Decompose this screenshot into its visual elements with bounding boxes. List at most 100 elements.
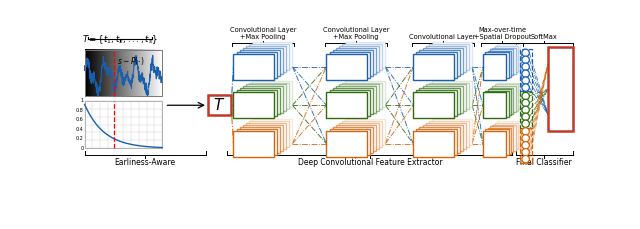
Bar	[237, 129, 277, 155]
Bar	[490, 49, 513, 75]
Bar	[345, 119, 385, 145]
Bar	[330, 52, 370, 78]
Bar	[426, 85, 466, 111]
Bar	[417, 52, 457, 78]
Circle shape	[522, 128, 529, 135]
Bar	[419, 127, 460, 153]
Bar	[252, 81, 292, 107]
Bar	[485, 52, 509, 78]
Text: SoftMax: SoftMax	[531, 34, 557, 40]
Bar	[237, 52, 277, 78]
Bar	[520, 128, 532, 163]
Bar	[246, 46, 286, 72]
Bar	[495, 85, 518, 111]
Bar	[492, 125, 516, 151]
Bar	[426, 123, 466, 149]
Text: Convolutional Layer: Convolutional Layer	[410, 34, 476, 40]
Bar	[243, 86, 283, 113]
Bar	[417, 90, 457, 116]
Text: Max-over-time
+Spatial Dropout: Max-over-time +Spatial Dropout	[474, 27, 531, 40]
Text: 0.4: 0.4	[76, 127, 83, 132]
Bar	[234, 131, 274, 157]
Bar	[84, 101, 162, 148]
Circle shape	[522, 77, 529, 84]
Bar	[495, 46, 518, 72]
Bar	[342, 121, 382, 147]
Text: Earliness-Aware: Earliness-Aware	[115, 158, 175, 167]
Bar	[488, 51, 511, 77]
Bar	[422, 125, 463, 151]
Text: 0.6: 0.6	[76, 117, 83, 122]
Text: Convolutional Layer
+Max Pooling: Convolutional Layer +Max Pooling	[323, 27, 389, 40]
Bar	[485, 91, 509, 117]
Bar	[432, 119, 472, 145]
Bar	[417, 129, 457, 155]
Bar	[342, 82, 382, 109]
Bar	[326, 131, 367, 157]
Bar	[239, 127, 280, 153]
Bar	[246, 123, 286, 149]
Bar	[84, 50, 162, 96]
Bar	[243, 125, 283, 151]
Bar	[330, 90, 370, 116]
Circle shape	[522, 92, 529, 100]
Bar	[249, 82, 289, 109]
Bar	[339, 46, 379, 72]
Text: 0.2: 0.2	[76, 136, 83, 141]
Bar	[419, 88, 460, 114]
Bar	[488, 128, 511, 154]
Bar	[252, 42, 292, 68]
Bar	[326, 92, 367, 118]
Bar	[483, 54, 506, 80]
Text: 1: 1	[81, 98, 83, 103]
Bar	[432, 81, 472, 107]
Bar	[237, 90, 277, 116]
Bar	[333, 50, 373, 76]
Bar	[239, 50, 280, 76]
Text: $T$: $T$	[213, 97, 226, 113]
Text: 0.8: 0.8	[76, 108, 83, 113]
Bar	[239, 88, 280, 114]
Text: Convolutional Layer
+Max Pooling: Convolutional Layer +Max Pooling	[230, 27, 296, 40]
Bar	[208, 95, 231, 115]
Bar	[333, 127, 373, 153]
Bar	[422, 48, 463, 74]
Bar	[336, 86, 376, 113]
Bar	[495, 123, 518, 149]
Circle shape	[522, 135, 529, 142]
Bar	[345, 42, 385, 68]
Bar	[330, 129, 370, 155]
Circle shape	[522, 113, 529, 120]
Bar	[429, 121, 469, 147]
Bar	[483, 131, 506, 157]
Bar	[336, 125, 376, 151]
Bar	[497, 121, 520, 148]
Bar	[326, 54, 367, 80]
Bar	[339, 123, 379, 149]
Circle shape	[522, 106, 529, 114]
Bar	[426, 46, 466, 72]
Bar	[497, 44, 520, 71]
Bar	[336, 48, 376, 74]
Circle shape	[522, 99, 529, 107]
Circle shape	[522, 84, 529, 91]
Bar	[243, 48, 283, 74]
Bar	[520, 92, 532, 128]
Bar	[488, 89, 511, 115]
Bar	[490, 87, 513, 114]
Bar	[429, 44, 469, 70]
Text: 0: 0	[81, 146, 83, 151]
Circle shape	[522, 49, 529, 57]
Circle shape	[522, 70, 529, 77]
Bar	[234, 92, 274, 118]
Bar	[333, 88, 373, 114]
Bar	[419, 50, 460, 76]
Bar	[490, 126, 513, 152]
Bar	[492, 47, 516, 74]
Bar	[234, 54, 274, 80]
Circle shape	[522, 142, 529, 149]
Bar	[483, 92, 506, 118]
Bar	[342, 44, 382, 70]
Circle shape	[522, 120, 529, 127]
Bar	[339, 85, 379, 111]
